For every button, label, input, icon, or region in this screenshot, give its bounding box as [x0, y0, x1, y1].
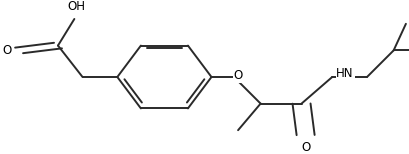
Text: OH: OH: [67, 0, 85, 13]
Text: O: O: [300, 141, 310, 154]
Text: O: O: [233, 69, 242, 82]
Text: HN: HN: [335, 67, 353, 80]
Text: O: O: [2, 44, 12, 57]
